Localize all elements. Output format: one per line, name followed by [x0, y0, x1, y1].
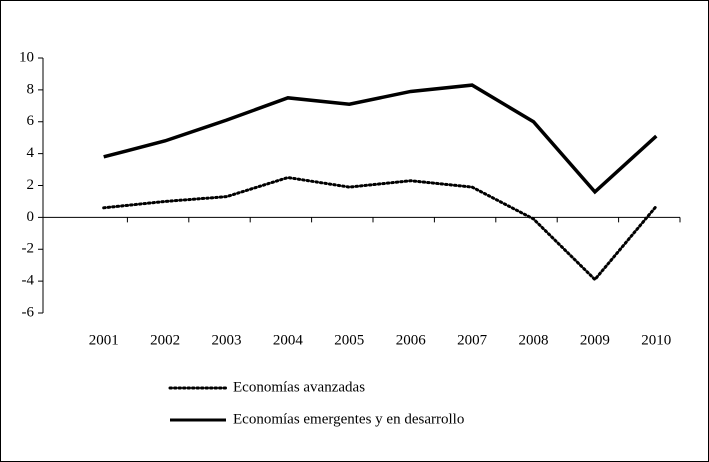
- y-tick-label: -4: [22, 273, 35, 289]
- y-tick-label: 4: [27, 145, 35, 161]
- y-tick-label: 0: [27, 209, 35, 225]
- x-tick-label: 2009: [580, 332, 610, 348]
- y-tick-label: 2: [27, 177, 35, 193]
- legend-label: Economías avanzadas: [233, 379, 365, 395]
- x-tick-label: 2007: [457, 332, 488, 348]
- x-tick-label: 2002: [150, 332, 180, 348]
- x-tick-label: 2005: [334, 332, 364, 348]
- series-line: [103, 83, 658, 195]
- legend-label: Economías emergentes y en desarrollo: [233, 411, 464, 427]
- x-tick-label: 2010: [641, 332, 671, 348]
- y-tick-label: 6: [27, 113, 35, 129]
- series-line: [102, 175, 658, 282]
- x-tick-label: 2004: [273, 332, 304, 348]
- x-tick-label: 2006: [396, 332, 427, 348]
- x-tick-label: 2003: [212, 332, 242, 348]
- y-tick-label: -2: [22, 241, 35, 257]
- y-tick-label: 10: [19, 49, 34, 65]
- y-tick-label: -6: [22, 304, 35, 320]
- x-tick-label: 2008: [519, 332, 549, 348]
- x-tick-label: 2001: [89, 332, 119, 348]
- y-tick-label: 8: [27, 81, 35, 97]
